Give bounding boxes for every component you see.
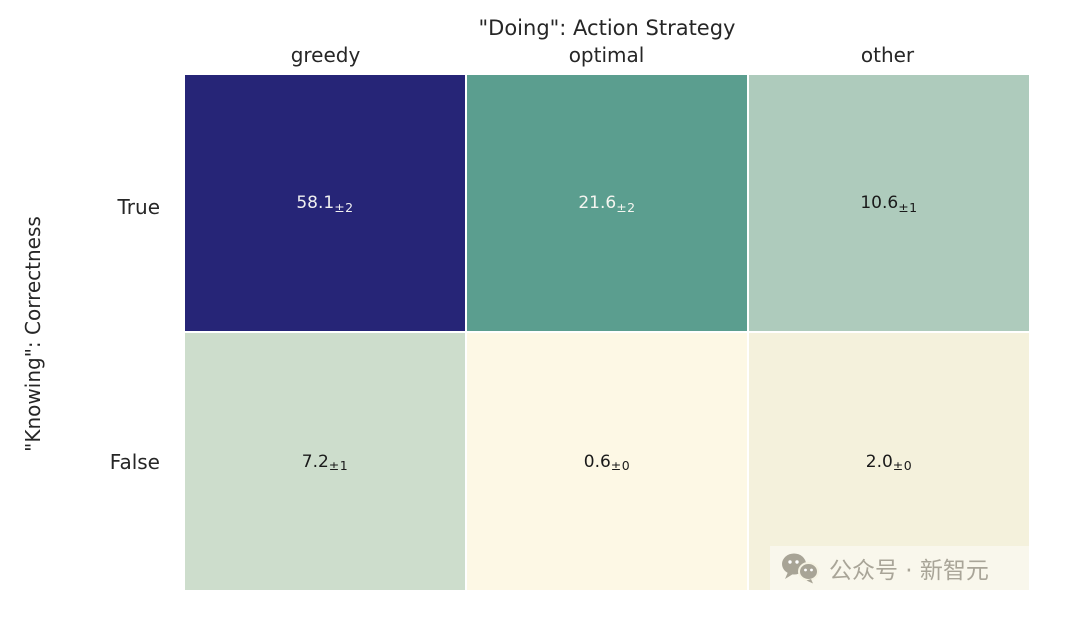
heatmap-cell-true-other: 10.6 ±1 [749,75,1029,331]
cell-value: 58.1 [296,193,335,213]
heatmap-cell-true-greedy: 58.1 ±2 [185,75,465,331]
cell-value: 2.0 [865,451,893,472]
x-axis-tick-labels: greedy optimal other [185,43,1029,69]
cell-error: ±1 [328,458,349,473]
wechat-icon [780,552,820,584]
heatmap-grid: 58.1 ±2 21.6 ±2 10.6 ±1 7.2 ±1 0.6 ±0 2.0 ±0 [185,75,1029,590]
y-tick-true: True [117,195,160,219]
cell-error: ±0 [892,458,913,473]
heatmap-cell-false-greedy: 7.2 ±1 [185,333,465,590]
cell-value: 21.6 [578,193,617,213]
x-tick-other: other [860,43,915,67]
cell-error: ±1 [898,199,918,215]
cell-error: ±2 [334,199,354,215]
heatmap-cell-false-other: 2.0 ±0 [749,333,1029,590]
cell-value: 7.2 [301,451,329,472]
cell-error: ±0 [610,458,631,473]
x-tick-optimal: optimal [568,43,645,67]
cell-error: ±2 [616,199,636,215]
watermark-text: 公众号 · 新智元 [829,558,989,584]
y-axis-label: "Knowing": Correctness [21,216,45,452]
cell-value: 0.6 [583,451,611,472]
chart-title: "Doing": Action Strategy [478,16,736,40]
watermark: 公众号 · 新智元 [770,546,1029,590]
x-tick-greedy: greedy [290,43,361,67]
y-tick-false: False [109,450,160,474]
heatmap-cell-false-optimal: 0.6 ±0 [467,333,747,590]
heatmap-cell-true-optimal: 21.6 ±2 [467,75,747,331]
cell-value: 10.6 [860,193,899,213]
